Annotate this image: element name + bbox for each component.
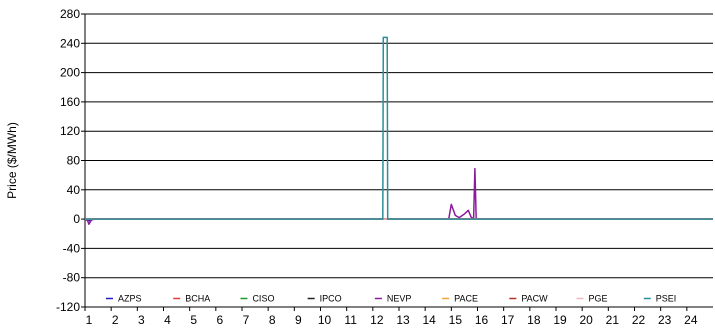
series-line-nevp <box>84 167 713 225</box>
x-tick-label: 23 <box>658 313 672 327</box>
x-tick-label: 12 <box>370 313 384 327</box>
x-tick-label: 14 <box>422 313 436 327</box>
y-axis-label: Price ($/MWh) <box>5 122 19 199</box>
x-tick-label: 8 <box>269 313 276 327</box>
y-tick-label: -120 <box>56 300 80 314</box>
series-line-psei <box>85 36 713 220</box>
x-tick-label: 3 <box>138 313 145 327</box>
x-tick-label: 6 <box>216 313 223 327</box>
x-tick-label: 7 <box>243 313 250 327</box>
x-tick-label: 11 <box>344 313 357 327</box>
legend-label: IPCO <box>320 294 342 304</box>
y-tick-label: 280 <box>60 7 80 21</box>
y-tick-label: 200 <box>60 66 80 80</box>
x-tick-label: 10 <box>318 313 332 327</box>
x-axis-ticks: 1 2 3 4 5 6 7 8 9 10 11 12 13 14 15 16 17 18 19 20 21 22 23 24 <box>84 307 698 327</box>
legend-label: PACW <box>521 294 548 304</box>
gridlines <box>84 13 713 308</box>
x-tick-label: 2 <box>112 313 119 327</box>
legend-label: BCHA <box>185 294 210 304</box>
legend-label: AZPS <box>118 294 142 304</box>
x-tick-label: 21 <box>606 313 620 327</box>
legend-label: PSEI <box>656 294 677 304</box>
x-tick-label: 1 <box>86 313 93 327</box>
x-tick-label: 19 <box>553 313 567 327</box>
x-tick-label: 15 <box>449 313 463 327</box>
y-tick-label: 40 <box>67 183 81 197</box>
legend-label: CISO <box>252 294 274 304</box>
legend-label: PACE <box>454 294 478 304</box>
y-tick-label: 120 <box>60 124 80 138</box>
legend-box <box>102 291 707 306</box>
x-tick-label: 13 <box>396 313 410 327</box>
y-tick-label: 0 <box>73 212 80 226</box>
legend-label: NEVP <box>387 294 412 304</box>
x-tick-label: 4 <box>164 313 171 327</box>
y-axis-ticks: -120 -80 -40 0 40 80 120 160 200 240 280 <box>56 7 85 314</box>
legend: AZPS BCHA CISO IPCO NEVP PACE PACW PGE PSEI <box>102 291 707 306</box>
x-tick-label: 9 <box>295 313 302 327</box>
series-lines <box>84 36 713 225</box>
x-tick-label: 18 <box>527 313 541 327</box>
x-tick-label: 5 <box>190 313 197 327</box>
x-tick-label: 24 <box>684 313 698 327</box>
y-tick-label: 160 <box>60 95 80 109</box>
legend-label: PGE <box>589 294 608 304</box>
x-tick-label: 17 <box>501 313 515 327</box>
y-tick-label: -80 <box>63 271 81 285</box>
x-tick-label: 22 <box>632 313 646 327</box>
y-tick-label: 240 <box>60 36 80 50</box>
y-tick-label: 80 <box>67 154 81 168</box>
y-tick-label: -40 <box>63 241 81 255</box>
x-tick-label: 20 <box>579 313 593 327</box>
x-tick-label: 16 <box>475 313 489 327</box>
